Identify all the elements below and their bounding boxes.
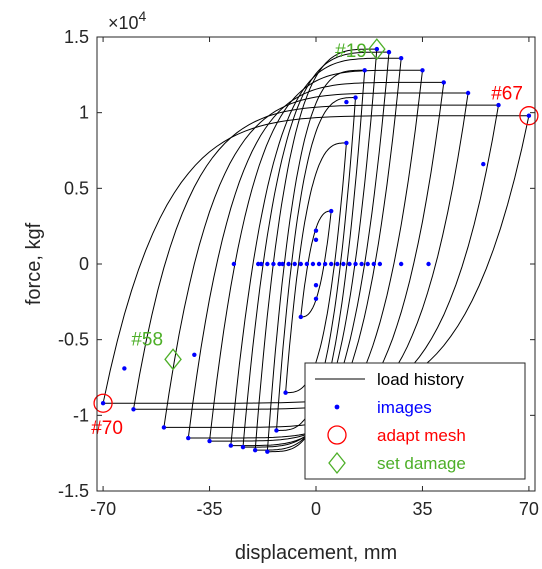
legend-label: set damage (377, 454, 466, 473)
x-axis-label: displacement, mm (235, 542, 397, 564)
image-point (207, 438, 212, 444)
image-point (335, 261, 340, 267)
image-point (310, 261, 316, 267)
image-point (298, 261, 303, 267)
image-point (426, 261, 431, 267)
legend-label: adapt mesh (377, 426, 466, 445)
image-point (377, 261, 383, 267)
image-point (186, 435, 191, 441)
image-point (265, 449, 270, 454)
image-point (344, 140, 349, 146)
set-damage-marker (368, 38, 386, 61)
image-point (322, 261, 328, 267)
special-markers: #67 #70 #19 #58 (91, 38, 539, 439)
image-point (280, 261, 285, 267)
y-tick-label: 1 (79, 103, 89, 123)
set-damage-label: #19 (335, 41, 367, 62)
y-tick-label: 1.5 (64, 27, 89, 47)
y-exponent-power: 4 (139, 8, 147, 24)
image-point (100, 401, 106, 406)
y-exponent-label: ×104 (108, 8, 147, 33)
set-damage-marker (164, 348, 182, 371)
image-point (420, 68, 425, 73)
image-point (228, 443, 234, 448)
image-point (353, 95, 358, 100)
image-point (526, 113, 532, 118)
image-point (313, 237, 319, 242)
image-point (371, 261, 376, 267)
image-point (298, 314, 303, 320)
image-point (131, 407, 136, 412)
set-damage-label: #58 (131, 329, 163, 350)
image-point (329, 208, 334, 214)
image-point (316, 261, 322, 267)
y-axis-ticks: -1.5 -1 -0.5 0 0.5 1 1.5 (58, 27, 535, 501)
image-point (256, 261, 261, 267)
image-point (192, 352, 197, 357)
y-tick-label: -0.5 (58, 330, 89, 350)
legend-swatch-set-damage (328, 451, 346, 475)
adapt-mesh-label: #70 (91, 418, 123, 439)
image-point (362, 68, 367, 73)
y-tick-label: 0.5 (64, 178, 89, 198)
image-point (286, 261, 291, 267)
legend-swatch-adapt-mesh (327, 425, 347, 445)
image-point (265, 261, 270, 267)
image-point (277, 261, 282, 267)
image-point (292, 261, 297, 267)
y-tick-label: 0 (79, 254, 89, 274)
image-point (465, 90, 471, 96)
x-tick-label: 35 (412, 499, 432, 519)
image-point (304, 261, 310, 267)
image-point (231, 261, 237, 267)
y-axis-label: force, kgf (23, 222, 45, 305)
image-point (398, 55, 404, 61)
image-point (329, 261, 334, 267)
y-tick-label: -1 (73, 405, 89, 425)
image-point (240, 444, 246, 450)
image-point (374, 46, 380, 52)
x-axis-ticks: -70 -35 0 35 70 (90, 37, 539, 519)
adapt-mesh-label: #67 (491, 84, 523, 105)
image-point (313, 282, 319, 288)
image-point (259, 261, 264, 267)
legend-label: images (377, 398, 432, 417)
y-exponent-base: ×10 (108, 13, 139, 33)
image-point (481, 161, 486, 167)
legend-label: load history (377, 370, 464, 389)
image-point (347, 261, 352, 267)
image-point (122, 366, 127, 371)
image-point (353, 261, 358, 267)
x-tick-label: -70 (90, 499, 116, 519)
image-point (252, 447, 258, 453)
x-tick-label: -35 (197, 499, 223, 519)
image-point (274, 428, 279, 433)
adapt-mesh-marker (519, 106, 539, 126)
image-point (344, 99, 349, 105)
x-tick-label: 70 (519, 499, 539, 519)
image-point (365, 261, 370, 267)
y-tick-label: -1.5 (58, 481, 89, 501)
image-point (386, 49, 392, 55)
image-point (271, 261, 276, 267)
x-tick-label: 0 (311, 499, 321, 519)
image-point (283, 390, 288, 395)
image-points (100, 46, 532, 454)
image-point (161, 425, 167, 430)
image-point (496, 102, 501, 108)
image-point (313, 228, 319, 233)
legend: load history images adapt mesh set damage (304, 362, 526, 480)
image-point (359, 261, 364, 267)
adapt-mesh-marker (93, 393, 113, 413)
legend-swatch-images (334, 404, 340, 410)
image-point (398, 261, 404, 267)
image-point (441, 80, 446, 85)
image-point (313, 296, 319, 302)
image-point (341, 261, 346, 267)
